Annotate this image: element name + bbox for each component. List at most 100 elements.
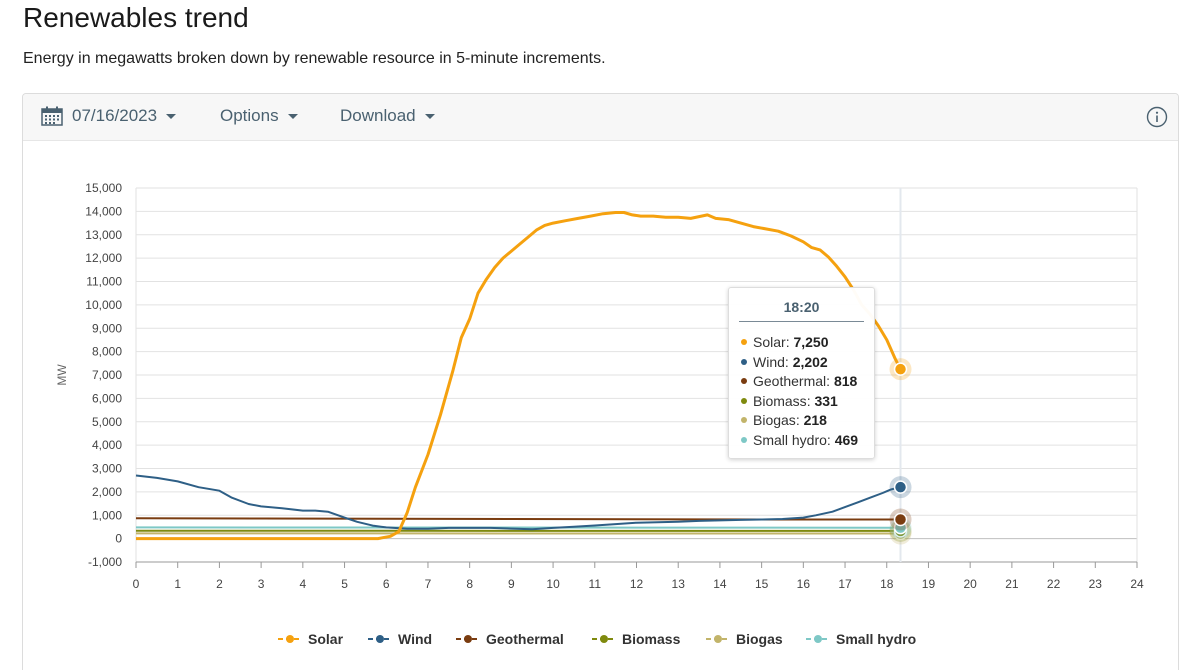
x-tick-label: 9 (508, 577, 515, 591)
x-tick-label: 3 (258, 577, 265, 591)
y-tick-label: 4,000 (92, 438, 122, 452)
x-tick-label: 15 (755, 577, 769, 591)
legend-symbol-icon (368, 635, 392, 643)
legend-symbol-icon (278, 635, 302, 643)
tooltip-row: Biomass: 331 (741, 393, 838, 409)
y-tick-label: 9,000 (92, 321, 122, 335)
page-subtitle: Energy in megawatts broken down by renew… (23, 50, 606, 67)
legend-item-small-hydro[interactable]: Small hydro (806, 631, 916, 647)
x-tick-label: 14 (713, 577, 727, 591)
legend-item-biomass[interactable]: Biomass (592, 631, 680, 647)
x-tick-label: 23 (1089, 577, 1103, 591)
y-tick-label: 5,000 (92, 415, 122, 429)
x-tick-label: 16 (797, 577, 811, 591)
caret-down-icon (166, 113, 177, 119)
y-tick-label: 14,000 (85, 204, 122, 218)
hover-point-wind[interactable] (893, 480, 908, 494)
x-tick-label: 13 (672, 577, 686, 591)
series-dot-icon (741, 358, 747, 365)
x-tick-label: 11 (589, 577, 602, 591)
tooltip-series-value: 818 (833, 373, 858, 389)
download-label: Download (340, 106, 416, 125)
tooltip-series-name: Biomass (753, 392, 807, 409)
date-picker-button[interactable]: 07/16/2023 (41, 106, 177, 126)
series-line-wind[interactable] (135, 474, 901, 531)
x-tick-label: 1 (174, 577, 181, 591)
tooltip-series-value: 2,202 (792, 353, 828, 370)
x-tick-label: 21 (1005, 577, 1019, 591)
grid (135, 187, 1138, 568)
caret-down-icon (287, 113, 298, 119)
series-dot-icon (741, 339, 747, 346)
tooltip-series-name: Geothermal (753, 373, 827, 389)
hover-tooltip: 18:20 Solar: 7,250 Wind: 2,202 Geothermal:… (728, 287, 875, 459)
tooltip-row: Geothermal: 818 (741, 373, 857, 389)
legend-item-geothermal[interactable]: Geothermal (456, 631, 564, 647)
legend-label: Geothermal (486, 631, 564, 647)
download-dropdown[interactable]: Download (340, 106, 435, 126)
tooltip-series-value: 218 (803, 412, 827, 428)
x-tick-label: 12 (630, 577, 644, 591)
x-tick-label: 24 (1130, 577, 1144, 591)
y-tick-label: 10,000 (85, 298, 122, 312)
y-tick-label: 15,000 (85, 181, 122, 195)
y-tick-label: 3,000 (92, 462, 122, 476)
date-label: 07/16/2023 (72, 106, 158, 125)
tooltip-row: Small hydro: 469 (741, 432, 858, 448)
y-axis-title: MW (55, 364, 69, 386)
hover-point-geothermal[interactable] (893, 512, 908, 527)
chart-card: 07/16/2023 Options Download (22, 93, 1179, 670)
legend-item-biogas[interactable]: Biogas (706, 631, 783, 647)
chart-toolbar: 07/16/2023 Options Download (23, 94, 1178, 141)
options-label: Options (220, 106, 279, 125)
y-tick-label: -1,000 (88, 555, 122, 569)
series-line-solar[interactable] (136, 211, 902, 541)
y-tick-label: 11,000 (86, 275, 122, 289)
tooltip-row: Biogas: 218 (741, 412, 827, 428)
x-tick-label: 4 (299, 577, 306, 591)
options-dropdown[interactable]: Options (220, 106, 298, 126)
tooltip-time: 18:20 (783, 299, 820, 315)
legend-symbol-icon (592, 635, 616, 643)
renewables-line-chart[interactable]: MW -1,000 0 1,000 2,000 3,000 4,000 5,000 6,000… (0, 0, 1196, 620)
legend-item-solar[interactable]: Solar (278, 631, 343, 647)
x-tick-label: 22 (1047, 577, 1061, 591)
legend-label: Wind (398, 631, 433, 647)
legend-symbol-icon (706, 635, 730, 643)
x-tick-label: 0 (133, 577, 140, 591)
x-tick-label: 2 (216, 577, 223, 591)
tooltip-series-name: Wind (753, 353, 785, 370)
legend-label: Biomass (622, 631, 681, 647)
caret-down-icon (424, 113, 435, 119)
y-tick-label: 7,000 (92, 368, 122, 382)
hover-point-solar[interactable] (893, 362, 908, 376)
series-dot-icon (741, 378, 747, 385)
tooltip-series-value: 469 (834, 431, 859, 448)
x-tick-label: 8 (466, 577, 473, 591)
x-tick-label: 7 (425, 577, 432, 591)
y-tick-label: 13,000 (85, 228, 122, 242)
legend-symbol-icon (456, 635, 480, 643)
tooltip-series-name: Small hydro (753, 431, 827, 448)
legend-label: Biogas (736, 631, 783, 647)
tooltip-series-name: Biogas (753, 412, 796, 428)
series-dot-icon (741, 436, 747, 443)
y-tick-label: 2,000 (92, 485, 122, 499)
y-tick-label: 6,000 (92, 391, 122, 405)
y-tick-label: 12,000 (85, 251, 122, 265)
x-tick-label: 19 (922, 577, 936, 591)
legend-symbol-icon (806, 635, 830, 643)
tooltip-row: Solar: 7,250 (741, 334, 829, 350)
info-icon[interactable] (1146, 106, 1168, 128)
series-dot-icon (741, 417, 747, 424)
series-dot-icon (741, 397, 747, 404)
legend-label: Solar (308, 631, 344, 647)
legend-item-wind[interactable]: Wind (368, 631, 432, 647)
x-tick-label: 20 (963, 577, 977, 591)
y-tick-label: 0 (115, 532, 122, 546)
x-tick-label: 17 (838, 577, 852, 591)
y-tick-label: 8,000 (92, 345, 122, 359)
y-tick-label: 1,000 (92, 508, 122, 522)
x-tick-label: 6 (383, 577, 390, 591)
tooltip-series-value: 331 (814, 392, 838, 409)
